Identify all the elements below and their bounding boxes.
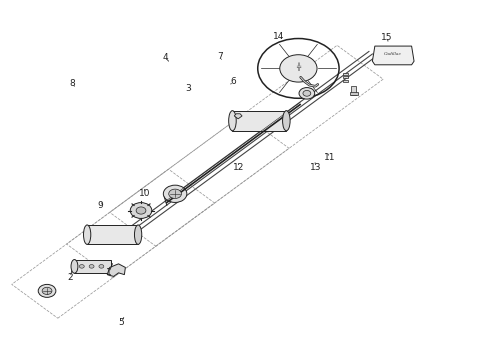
Polygon shape [107, 264, 125, 276]
Text: Cadillac: Cadillac [384, 52, 402, 57]
Text: 7: 7 [218, 52, 223, 61]
Ellipse shape [134, 225, 142, 244]
Circle shape [163, 185, 187, 202]
Text: 4: 4 [163, 53, 169, 62]
Text: 11: 11 [324, 153, 336, 162]
Text: 15: 15 [381, 32, 393, 41]
Text: ╬: ╬ [296, 62, 300, 71]
Bar [343, 80, 348, 82]
Text: 12: 12 [233, 163, 245, 172]
Text: 9: 9 [98, 202, 103, 210]
Text: 5: 5 [119, 318, 124, 327]
Circle shape [303, 90, 311, 96]
Circle shape [42, 287, 52, 294]
Text: 1: 1 [106, 268, 112, 277]
Bar [232, 111, 286, 131]
Circle shape [79, 265, 84, 268]
Text: 6: 6 [230, 77, 236, 85]
Bar [351, 86, 356, 95]
Bar [74, 260, 111, 273]
Bar [87, 225, 138, 244]
Ellipse shape [71, 260, 78, 273]
Ellipse shape [83, 225, 91, 244]
Text: 14: 14 [272, 32, 284, 41]
Circle shape [136, 207, 146, 214]
Text: 3: 3 [185, 84, 191, 93]
Text: 10: 10 [139, 189, 151, 198]
Text: 2: 2 [67, 273, 73, 282]
Bar [343, 73, 348, 75]
Circle shape [169, 189, 181, 198]
Circle shape [89, 265, 94, 268]
Circle shape [299, 87, 315, 99]
Circle shape [280, 55, 317, 82]
Ellipse shape [229, 111, 236, 131]
Bar [343, 76, 348, 78]
Circle shape [130, 203, 152, 219]
Ellipse shape [283, 111, 290, 131]
Bar [350, 93, 358, 95]
Circle shape [38, 284, 56, 297]
Polygon shape [234, 114, 242, 119]
Polygon shape [372, 46, 414, 65]
Text: 8: 8 [70, 79, 75, 88]
Circle shape [99, 265, 104, 268]
Text: 13: 13 [310, 163, 322, 172]
